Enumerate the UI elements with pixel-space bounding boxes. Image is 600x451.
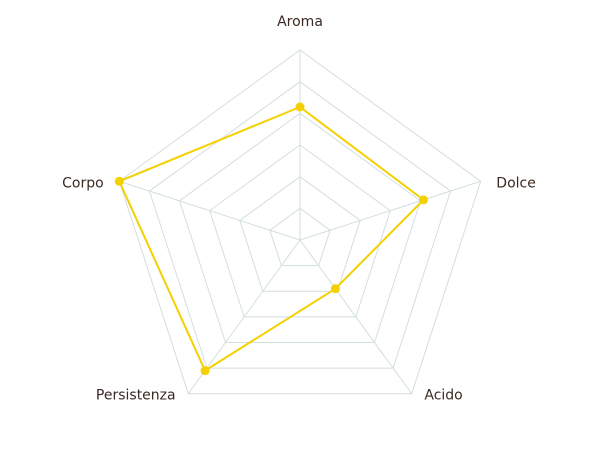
axis-spoke [119,180,301,241]
grid-ring [269,207,331,267]
data-point [114,176,124,186]
grid-ring [118,49,482,395]
axis-label: Acido [424,388,462,404]
data-point [330,284,340,294]
axis-label: Corpo [62,175,104,191]
axis-label: Persistenza [96,388,176,404]
axis-spoke [299,239,413,395]
grid-ring [209,144,391,318]
data-point [295,102,305,112]
axis-label: Dolce [496,175,536,191]
data-point [200,366,210,376]
grid-ring [178,112,422,343]
series-line [117,105,425,373]
data-point [418,195,428,205]
grid-ring [148,81,452,369]
axis-spoke [299,180,481,241]
grid-ring [239,176,361,292]
axis-label: Aroma [277,14,323,30]
